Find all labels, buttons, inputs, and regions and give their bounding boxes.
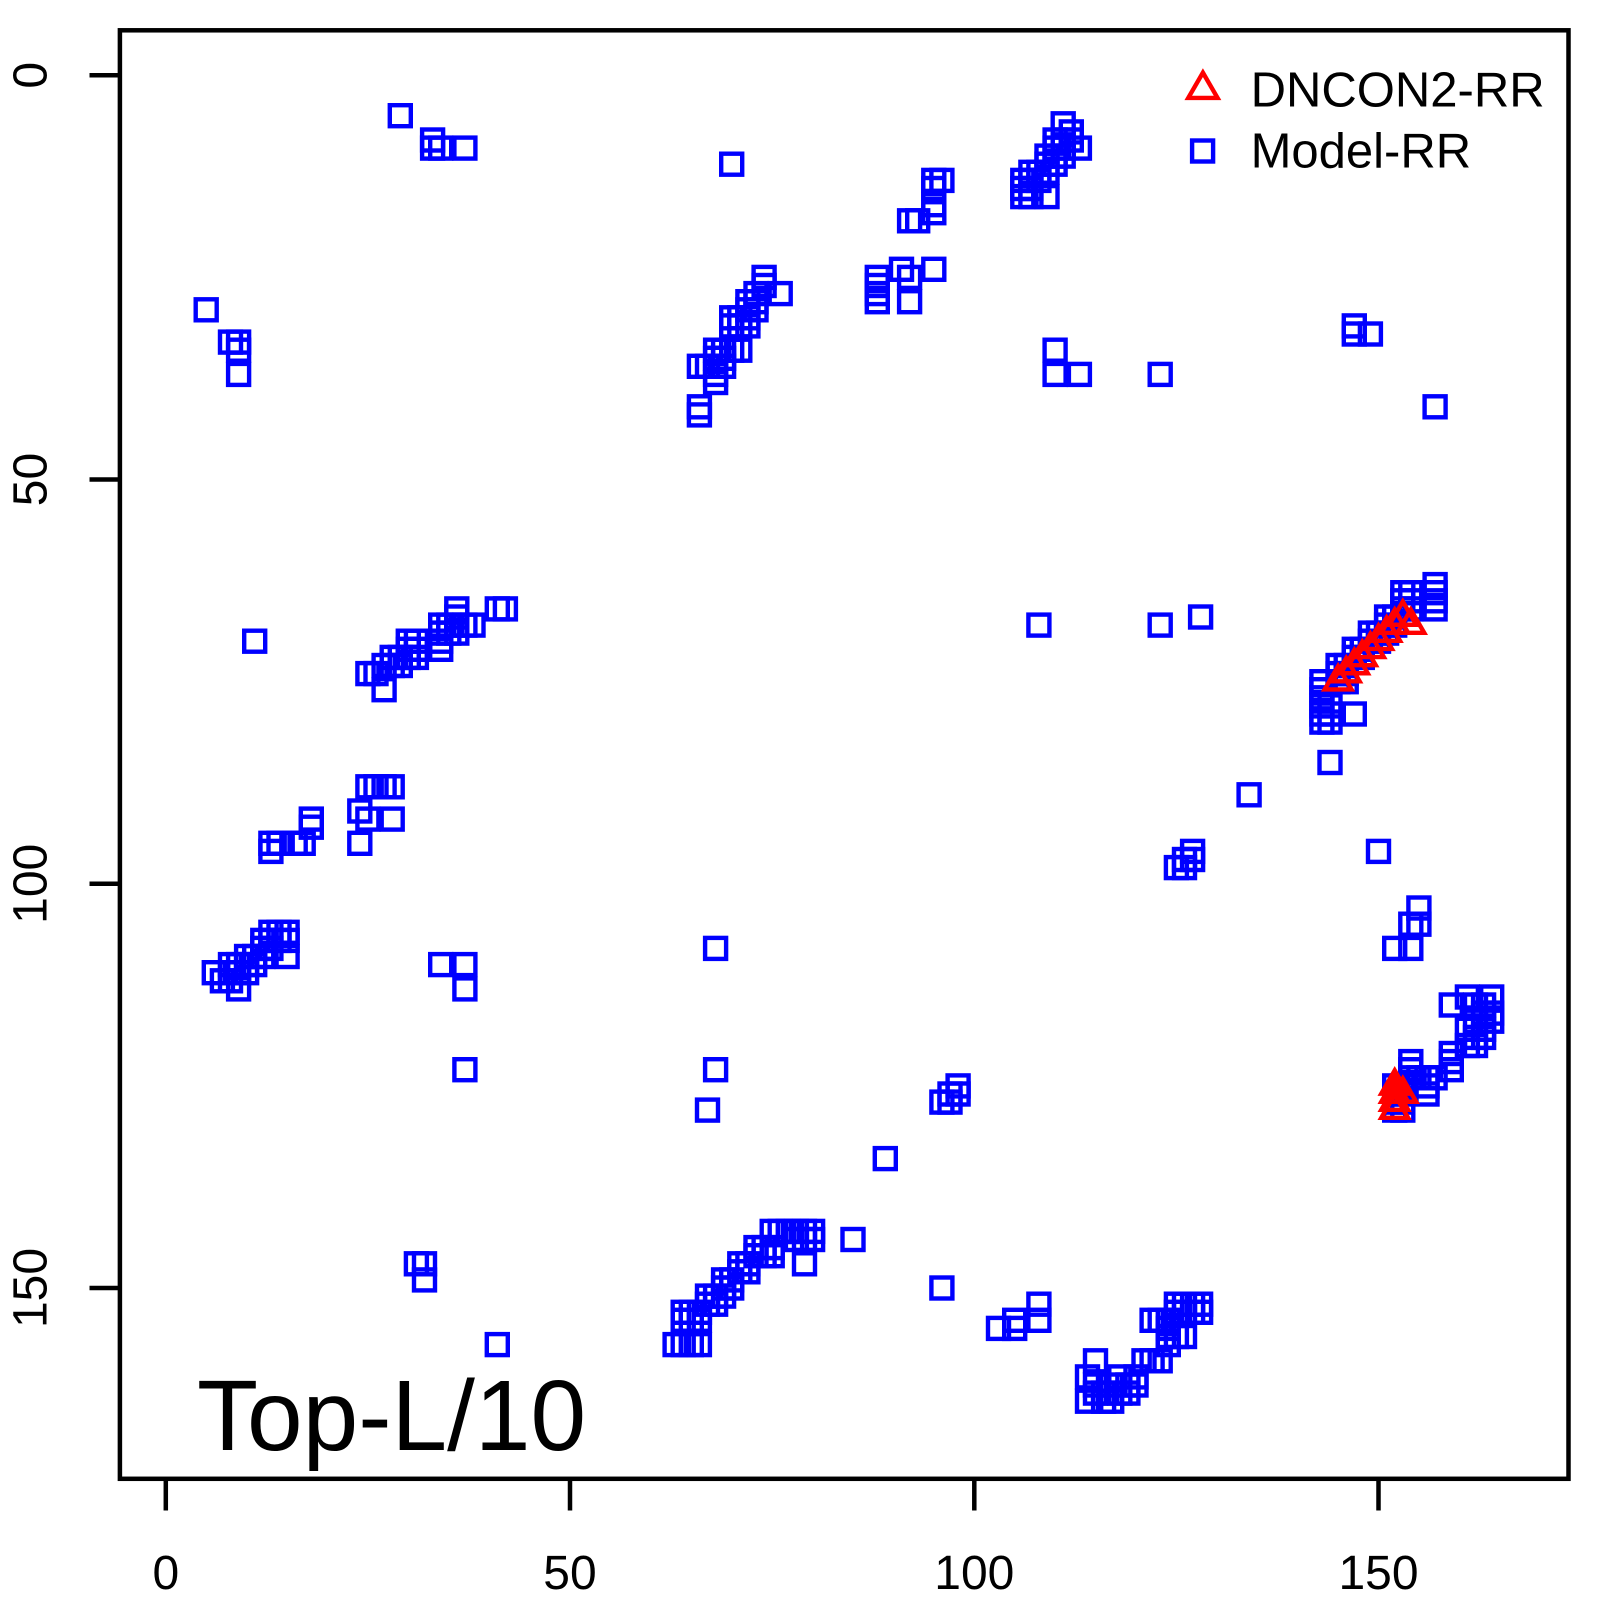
svg-text:Top-L/10: Top-L/10 [197,1360,586,1472]
svg-text:50: 50 [5,453,58,506]
svg-text:50: 50 [543,1547,596,1600]
svg-text:0: 0 [5,62,58,89]
svg-text:100: 100 [934,1547,1014,1600]
svg-text:DNCON2-RR: DNCON2-RR [1251,64,1545,118]
svg-text:150: 150 [1338,1547,1418,1600]
svg-text:Model-RR: Model-RR [1251,125,1472,179]
svg-text:150: 150 [5,1248,58,1328]
svg-text:100: 100 [5,844,58,924]
svg-text:0: 0 [152,1547,179,1600]
